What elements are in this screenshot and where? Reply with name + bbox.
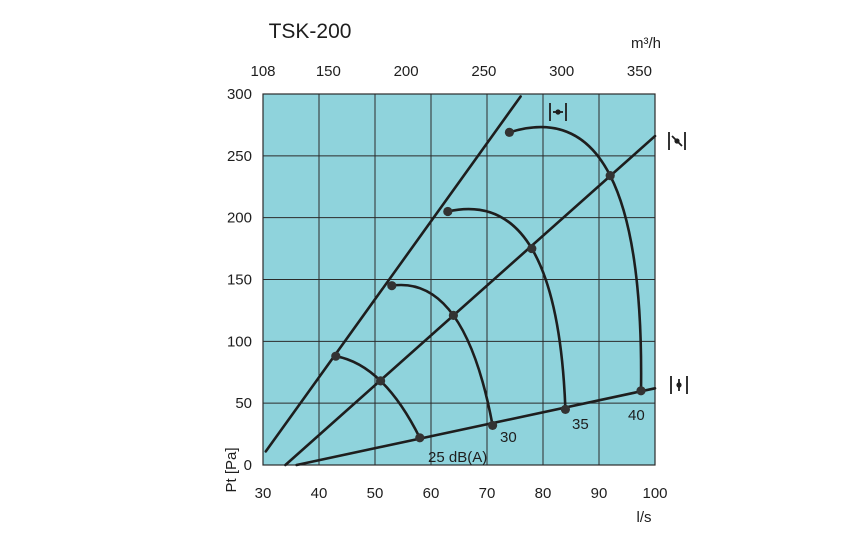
data-point — [387, 281, 397, 291]
y-tick-label: 100 — [227, 333, 252, 350]
x-top-axis-label: m³/h — [631, 35, 661, 52]
y-tick-label: 300 — [227, 86, 252, 103]
plot-border — [262, 93, 656, 466]
x-tick-label: 60 — [423, 485, 440, 502]
x-tick-label: 30 — [255, 485, 272, 502]
damper-line — [264, 95, 522, 453]
x-axis-ticks: 30 40 50 60 70 80 90 100 — [255, 485, 668, 502]
y-tick-label: 150 — [227, 272, 252, 289]
damper-half-open-icon — [668, 132, 686, 150]
chart-title: TSK-200 — [269, 20, 352, 43]
data-points — [331, 127, 646, 443]
curve-label: 35 — [572, 416, 589, 433]
data-point — [376, 376, 386, 386]
damper-open-icon — [670, 376, 688, 394]
x-tick-label: 90 — [591, 485, 608, 502]
data-point — [448, 310, 458, 320]
x-tick-label: 100 — [642, 485, 667, 502]
curve-label: 40 — [628, 407, 645, 424]
data-point — [527, 243, 537, 254]
x-tick-label: 80 — [535, 485, 552, 502]
curve-label: 25 dB(A) — [428, 449, 487, 466]
damper-line — [295, 387, 657, 467]
data-point — [443, 206, 453, 217]
x-top-tick-label: 200 — [394, 63, 419, 80]
data-point — [504, 127, 514, 137]
x-top-tick-label: 150 — [316, 63, 341, 80]
y-axis-ticks: 0 50 100 150 200 250 300 — [227, 86, 252, 474]
x-tick-label: 70 — [479, 485, 496, 502]
y-tick-label: 0 — [244, 457, 252, 474]
x-top-tick-label: 300 — [549, 63, 574, 80]
curve-labels: 25 dB(A) 30 35 40 — [428, 407, 645, 466]
x-top-axis-ticks: 108 150 200 250 300 350 — [250, 63, 651, 80]
x-tick-label: 40 — [311, 485, 328, 502]
data-point — [605, 171, 615, 181]
y-tick-label: 250 — [227, 148, 252, 165]
y-axis-label: Pt [Pa] — [223, 447, 240, 492]
damper-closed-icon — [549, 103, 567, 121]
data-point — [560, 404, 571, 414]
damper-line — [284, 134, 657, 467]
damper-lines — [264, 95, 657, 467]
curve-label: 30 — [500, 429, 517, 446]
x-top-tick-label: 350 — [627, 63, 652, 80]
data-point — [331, 351, 341, 361]
x-top-tick-label: 250 — [471, 63, 496, 80]
data-point — [488, 420, 498, 431]
y-tick-label: 50 — [235, 395, 252, 412]
x-tick-label: 50 — [367, 485, 384, 502]
data-point — [415, 433, 425, 443]
y-tick-label: 200 — [227, 210, 252, 227]
x-top-tick-label: 108 — [250, 63, 275, 80]
damper-icons — [549, 103, 688, 394]
data-point — [636, 386, 646, 396]
x-axis-label: l/s — [637, 509, 652, 526]
